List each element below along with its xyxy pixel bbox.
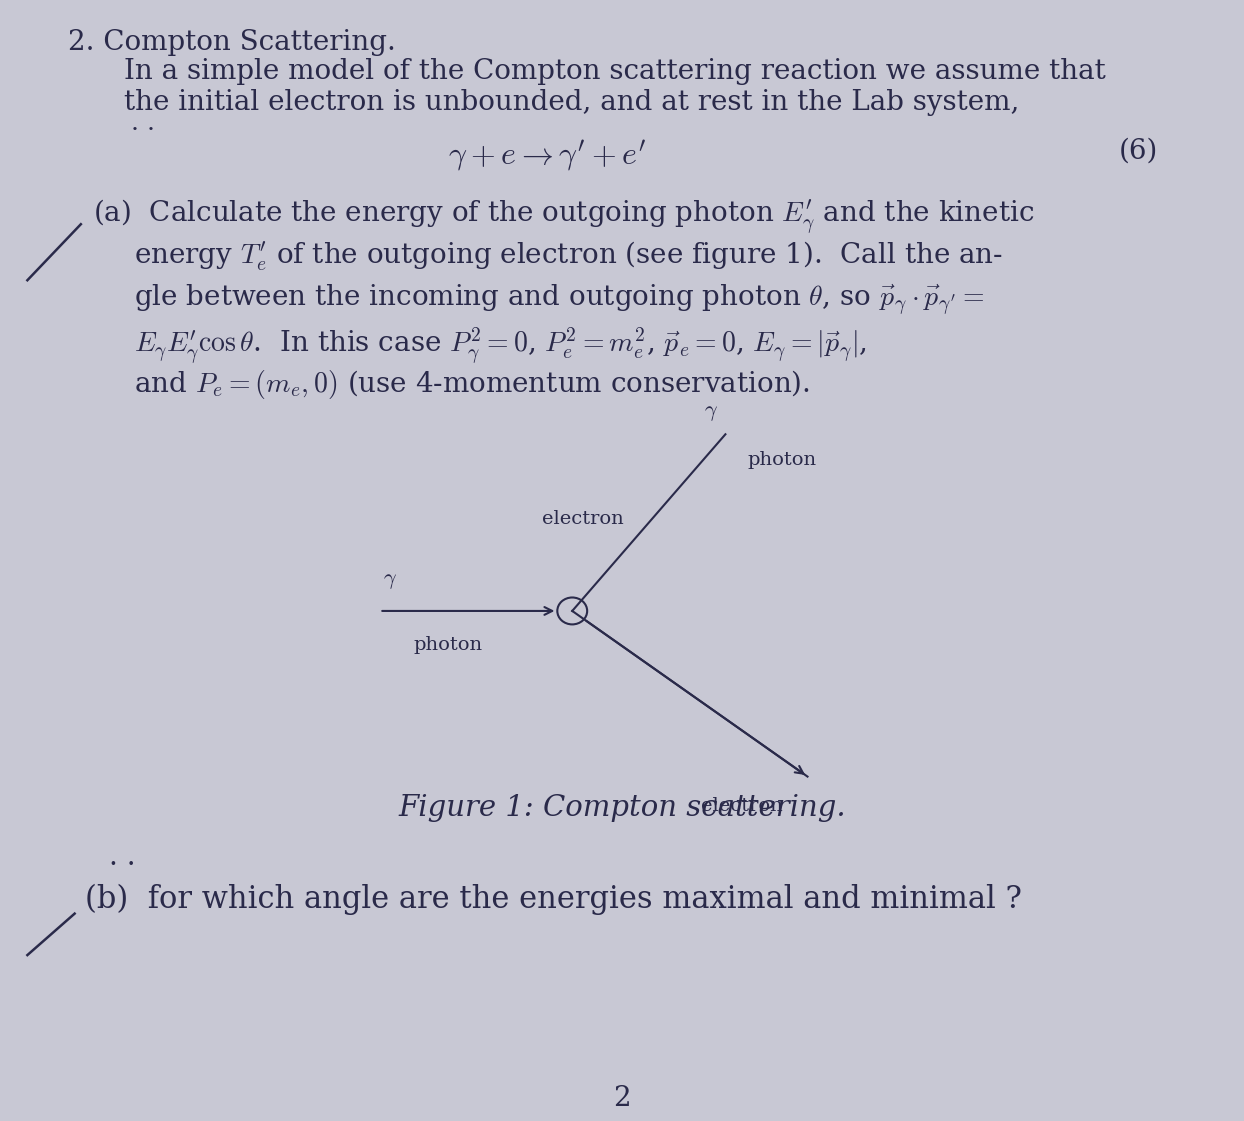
Text: photon: photon <box>413 636 483 654</box>
Text: . .: . . <box>109 844 136 871</box>
Text: $\gamma$: $\gamma$ <box>383 568 397 591</box>
Text: electron: electron <box>542 510 624 528</box>
Text: (b)  for which angle are the energies maximal and minimal ?: (b) for which angle are the energies max… <box>85 883 1021 915</box>
Text: 2. Compton Scattering.: 2. Compton Scattering. <box>68 29 397 56</box>
Text: and $P_{e} = (m_{e}, 0)$ (use 4-momentum conservation).: and $P_{e} = (m_{e}, 0)$ (use 4-momentum… <box>134 368 810 400</box>
Text: . .: . . <box>131 112 154 136</box>
Text: gle between the incoming and outgoing photon $\theta$, so $\vec{p}_{\gamma} \cdo: gle between the incoming and outgoing ph… <box>134 282 984 318</box>
Text: 2: 2 <box>613 1085 631 1112</box>
Text: $\gamma + e \rightarrow \gamma^{\prime} + e^{\prime}$: $\gamma + e \rightarrow \gamma^{\prime} … <box>448 138 647 173</box>
Text: photon: photon <box>748 451 817 469</box>
Text: the initial electron is unbounded, and at rest in the Lab system,: the initial electron is unbounded, and a… <box>124 89 1020 115</box>
Text: electron: electron <box>700 797 782 815</box>
Text: (6): (6) <box>1118 138 1158 165</box>
Text: Figure 1: Compton scattering.: Figure 1: Compton scattering. <box>398 794 846 822</box>
Text: In a simple model of the Compton scattering reaction we assume that: In a simple model of the Compton scatter… <box>124 58 1106 85</box>
Text: $E_{\gamma}E^{\prime}_{\gamma}\cos\theta$.  In this case $P^{2}_{\gamma} = 0$, $: $E_{\gamma}E^{\prime}_{\gamma}\cos\theta… <box>134 325 867 367</box>
Text: energy $T^{\prime}_{e}$ of the outgoing electron (see figure 1).  Call the an-: energy $T^{\prime}_{e}$ of the outgoing … <box>134 240 1004 274</box>
Text: $\gamma$: $\gamma$ <box>704 401 718 423</box>
Text: (a)  Calculate the energy of the outgoing photon $E^{\prime}_{\gamma}$ and the k: (a) Calculate the energy of the outgoing… <box>93 197 1035 237</box>
